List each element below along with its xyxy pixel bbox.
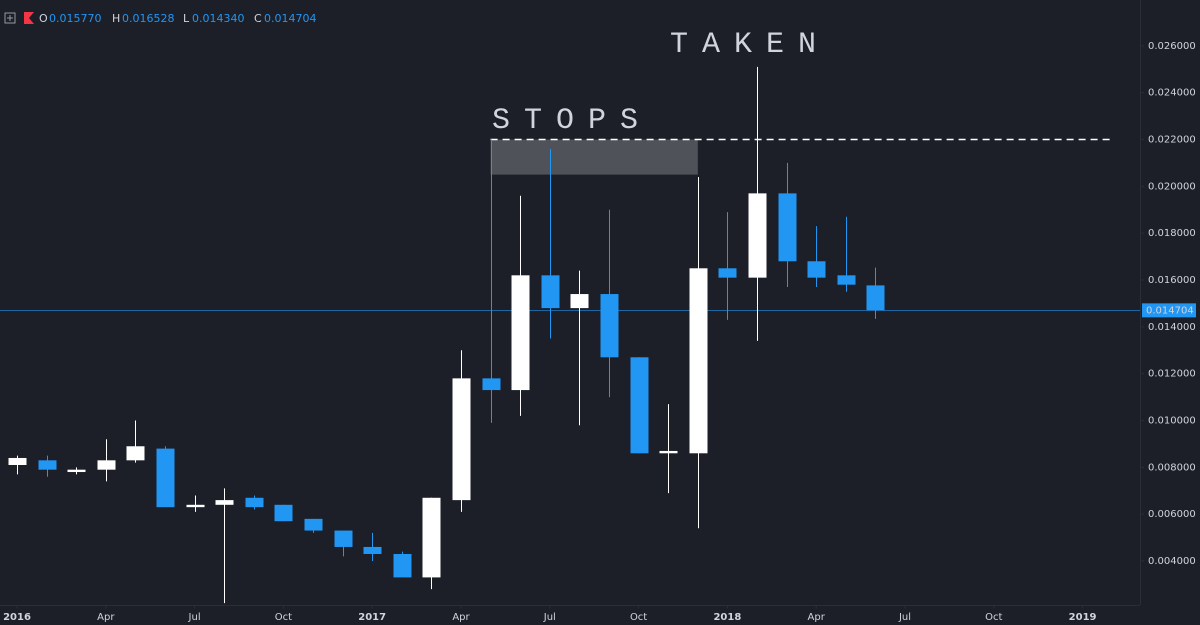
candle-body [630,357,649,454]
y-tick-label: 0.020000 [1148,181,1196,192]
ohlc-value: 0.016528 [122,12,175,25]
candle-body [807,261,826,278]
candle-body [186,504,205,508]
stop-zone [490,139,698,175]
x-tick-label: 2017 [358,612,386,623]
candle-body [215,500,234,505]
y-tick-label: 0.016000 [1148,275,1196,286]
ohlc-letter: L [183,12,190,25]
collapse-icon[interactable] [4,12,16,24]
candle-body [156,448,175,508]
candle-body [511,275,530,391]
x-tick-label: Apr [808,612,826,623]
axes: 0.004000 0.006000 0.008000 0.010000 0.012000… [3,41,1196,623]
ohlc-letter: O [39,12,48,25]
candle-body [393,553,412,578]
y-tick-label: 0.008000 [1148,462,1196,473]
y-tick-label: 0.014000 [1148,322,1196,333]
ohlc-value: 0.014340 [192,12,245,25]
x-tick-label: Jul [188,612,201,623]
ohlc-letter: H [112,12,120,25]
y-tick-label: 0.024000 [1148,88,1196,99]
annotation: STOPS [492,104,652,138]
candle-body [718,268,737,278]
candle-body [482,378,501,391]
ohlc-letter: C [254,12,262,25]
y-tick-label: 0.006000 [1148,509,1196,520]
candle-body [67,469,86,473]
x-tick-label: Oct [985,612,1002,623]
candle-body [452,378,471,501]
x-tick-label: Oct [275,612,292,623]
candle-body [748,193,767,278]
flag-icon[interactable] [24,12,34,24]
candle-body [8,457,27,465]
y-tick-label: 0.026000 [1148,41,1196,52]
x-tick-label: Apr [452,612,470,623]
candle-body [422,497,441,578]
ohlc-value: 0.015770 [49,12,102,25]
y-tick-label: 0.012000 [1148,369,1196,380]
last-price-box [1142,303,1196,318]
x-tick-label: Oct [630,612,647,623]
x-tick-label: 2018 [713,612,741,623]
candle-body [38,460,57,470]
candle-body [570,294,589,309]
candle-body [837,275,856,285]
x-tick-label: Jul [543,612,556,623]
annotation: TAKEN [670,28,830,62]
candle-body [274,504,293,522]
candle-body [541,275,560,309]
y-tick-label: 0.004000 [1148,556,1196,567]
candle-body [334,530,353,547]
candle-body [126,446,145,461]
candle-body [866,285,885,311]
candle-body [245,497,264,508]
x-tick-label: 2019 [1069,612,1097,623]
x-tick-label: Apr [97,612,115,623]
candle-body [689,268,708,454]
candle-body [778,193,797,262]
candle-body [97,460,116,470]
x-tick-label: 2016 [3,612,31,623]
y-tick-label: 0.010000 [1148,416,1196,427]
candle-body [363,546,382,554]
header: O 0.015770 H 0.016528 L 0.014340 C 0.014… [4,12,317,25]
x-tick-label: Jul [898,612,911,623]
y-tick-label: 0.022000 [1148,135,1196,146]
y-tick-label: 0.018000 [1148,228,1196,239]
ohlc-value: 0.014704 [264,12,317,25]
candle-body [600,294,619,358]
candle-body [304,518,323,531]
candle-body [659,450,678,454]
last-price-label: 0.014704 [1146,305,1194,316]
plot-area [0,66,1140,604]
